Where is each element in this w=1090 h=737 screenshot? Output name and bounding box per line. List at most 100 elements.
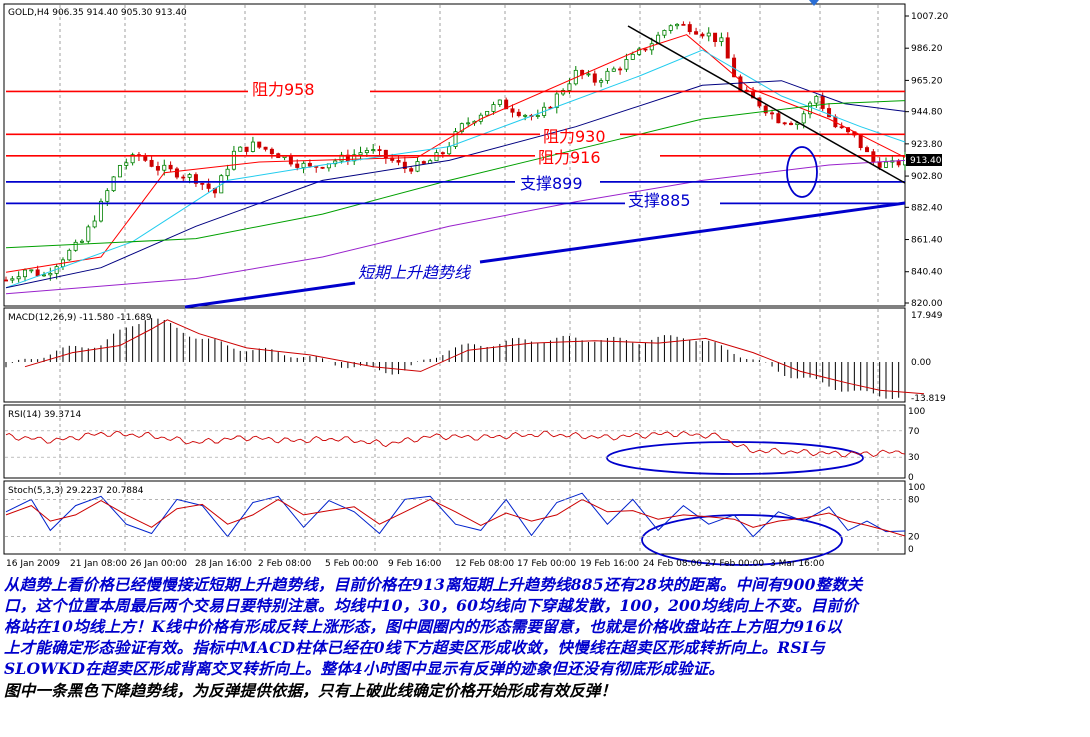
macd-tick-label: -13.819 [911,394,946,404]
scroll-marker-icon[interactable] [809,0,819,6]
candle-body [624,59,629,70]
uptrend-line [184,281,356,309]
pattern-circle [786,146,818,198]
candle-body [865,147,870,153]
price-tick-label: 882.40 [911,203,943,213]
candle-body [409,168,414,172]
candle-body [896,160,901,166]
level-label-899: 支撑899 [520,174,583,193]
candle-body [820,95,825,109]
axis-layer: 1007.20 986.20 965.20 944.80 923.80 902.80 882… [6,12,948,569]
time-label: 28 Jan 16:00 [195,559,252,569]
time-label: 24 Feb 08:00 [643,559,702,569]
candle-body [776,113,781,124]
time-label: 16 Jan 2009 [6,559,60,569]
rsi-tick-label: 30 [908,453,920,463]
candle-body [301,162,306,168]
candle-body [402,161,407,170]
candle-body [681,23,686,26]
price-tick-label: 902.80 [911,172,943,182]
candle-body [117,165,122,178]
candle-body [155,166,160,171]
price-tick-label: 1007.20 [911,12,948,22]
candle-body [827,108,832,118]
candle-body [364,150,369,154]
commentary-line-6: 图中一条黑色下降趋势线，为反弹提供依据，只有上破此线确定价格开始形成有效反弹！ [4,681,617,700]
macd-panel-frame [3,307,906,403]
commentary-line-5: SLOWKD在超卖区形成背离交叉转折向上。整体4小时图中显示有反弹的迹象但还没有… [4,659,725,678]
commentary-line-1: 从趋势上看价格已经慢慢接近短期上升趋势线，目前价格在913离短期上升趋势线885… [4,575,863,594]
time-label: 9 Feb 16:00 [388,559,442,569]
level-label-885: 支撑885 [628,191,691,210]
candle-body [168,164,173,170]
moving-average-line [5,159,906,295]
candle-body [662,30,667,36]
candle-body [200,182,205,185]
macd-tick-label: 0.00 [911,358,931,368]
candle-body [459,123,464,133]
candle-body [231,150,236,170]
candle-body [35,269,40,277]
candle-body [371,149,376,152]
candle-body [466,122,471,125]
rsi-line [5,430,906,458]
candle-body [288,155,293,165]
candle-body [10,278,15,281]
candle-body [586,73,591,76]
candle-body [808,102,813,115]
price-tick-label: 820.00 [911,299,943,309]
commentary-line-3: 格站在10均线上方！K线中价格有形成反转上涨形态，图中圆圈内的形态需要留意，也就… [4,617,842,636]
price-tick-label: 923.80 [911,140,943,150]
candle-body [257,141,262,148]
candle-body [193,174,198,184]
candle-body [567,83,572,91]
candle-body [29,269,34,272]
candle-body [181,176,186,179]
candle-body [643,48,648,51]
level-label-958: 阻力958 [252,80,315,99]
stoch-tick-label: 20 [908,533,920,543]
candle-body [801,113,806,124]
stoch-d-line [5,498,906,537]
candle-body [105,190,110,202]
candle-body [535,115,540,117]
indicators-layer [5,318,925,538]
candle-body [111,176,116,192]
moving-averages-layer [5,34,906,295]
time-label: 21 Jan 08:00 [70,559,127,569]
candle-body [719,37,724,42]
price-tick-label: 944.80 [911,108,943,118]
candle-body [263,146,268,150]
time-label: 5 Feb 00:00 [325,559,379,569]
candle-body [73,241,78,251]
time-label: 19 Feb 16:00 [580,559,639,569]
candle-body [877,161,882,168]
candle-body [174,168,179,178]
candle-body [421,161,426,164]
candle-body [782,122,787,125]
candle-body [649,43,654,51]
candle-body [687,24,692,33]
candle-body [396,160,401,163]
candle-body [694,31,699,35]
uptrend-line [479,201,906,264]
candle-body [554,93,559,108]
candle-body [124,162,129,166]
stoch-circle [641,514,843,566]
uptrend-label: 短期上升趋势线 [358,263,472,282]
price-tick-label: 986.20 [911,44,943,54]
candle-body [548,106,553,109]
candles-layer [4,21,908,284]
stoch-tick-label: 0 [908,545,914,555]
stoch-panel-frame [3,480,906,555]
candle-body [618,68,623,71]
stoch-label: Stoch(5,3,3) 29.2237 20.7884 [8,486,144,496]
time-label: 26 Jan 00:00 [130,559,187,569]
candle-body [491,104,496,112]
candle-body [637,48,642,55]
candle-body [383,149,388,159]
candle-body [244,146,249,152]
candle-body [269,148,274,155]
candle-body [713,32,718,42]
candle-body [630,53,635,60]
